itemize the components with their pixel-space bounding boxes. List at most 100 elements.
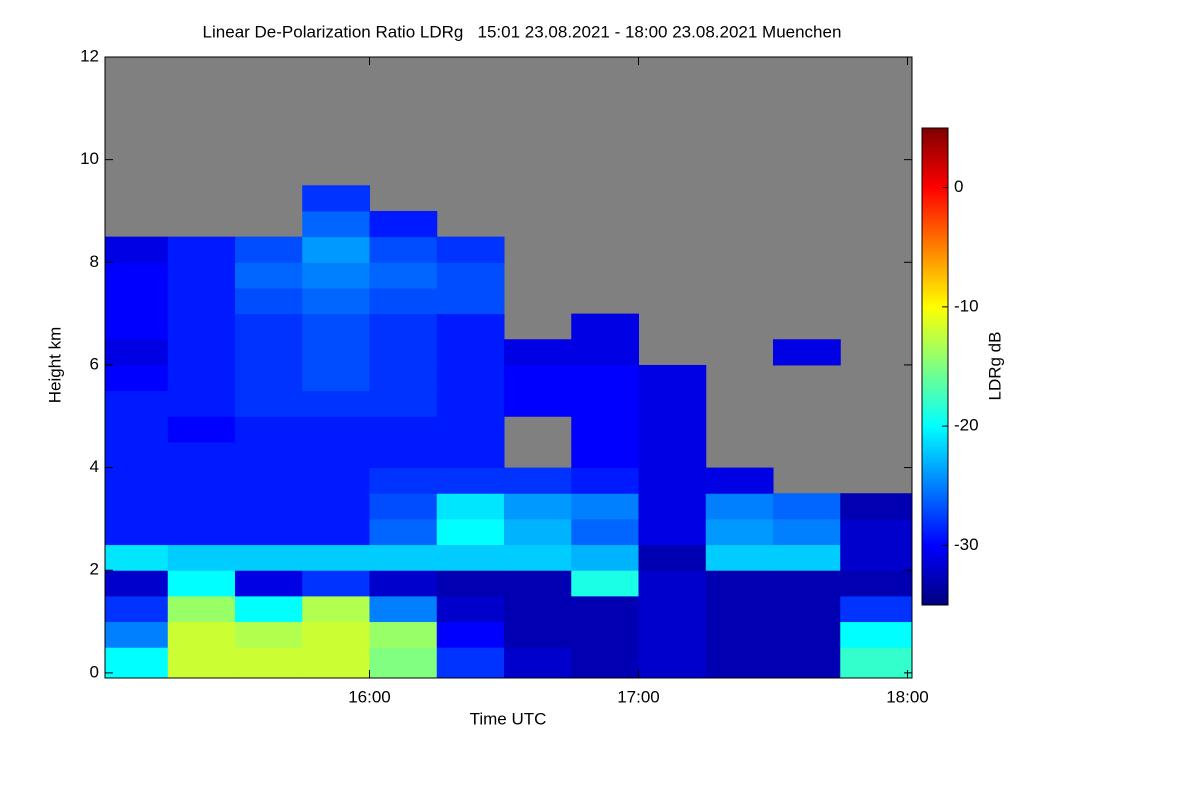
colorbar — [921, 127, 949, 606]
heatmap-cell — [840, 518, 913, 546]
heatmap-cell — [571, 416, 640, 443]
heatmap-cell — [302, 210, 371, 238]
heatmap-cell — [504, 621, 572, 648]
colorbar-label: LDRg dB — [985, 332, 1004, 401]
heatmap-cell — [705, 467, 774, 494]
heatmap-cell — [105, 518, 169, 546]
heatmap-cell — [773, 339, 841, 366]
heatmap-cell — [235, 339, 303, 366]
heatmap-cell — [105, 441, 169, 469]
heatmap-cell — [638, 518, 707, 546]
heatmap-cell — [105, 390, 169, 417]
heatmap-cell — [105, 595, 169, 623]
heatmap-cell — [504, 390, 572, 417]
heatmap-cell — [571, 544, 640, 571]
heatmap-cell — [571, 595, 640, 623]
heatmap-cell — [369, 518, 438, 546]
heatmap-cell — [302, 467, 371, 494]
heatmap-cell — [167, 364, 236, 392]
heatmap-cell — [369, 493, 438, 520]
heatmap-cell — [369, 416, 438, 443]
heatmap-cell — [167, 441, 236, 469]
heatmap-cell — [773, 647, 841, 679]
heatmap-cell — [369, 595, 438, 623]
heatmap-cell — [773, 570, 841, 597]
heatmap-cell — [235, 416, 303, 443]
heatmap-cell — [638, 416, 707, 443]
heatmap-cell — [571, 493, 640, 520]
heatmap-cell — [638, 647, 707, 679]
heatmap-cell — [167, 621, 236, 648]
x-axis-label: Time UTC — [470, 709, 547, 728]
heatmap-cell — [436, 390, 505, 417]
heatmap-cell — [105, 544, 169, 571]
x-tick-label: 17:00 — [617, 687, 660, 706]
heatmap-cell — [705, 647, 774, 679]
heatmap-cell — [369, 570, 438, 597]
colorbar-tick-label: -10 — [954, 296, 979, 315]
heatmap-cell — [504, 570, 572, 597]
heatmap-cell — [369, 262, 438, 289]
heatmap-cell — [436, 493, 505, 520]
heatmap-cell — [705, 518, 774, 546]
heatmap-cell — [436, 544, 505, 571]
heatmap-cell — [369, 287, 438, 315]
heatmap-cell — [302, 185, 371, 212]
y-tick-label: 0 — [90, 662, 99, 681]
heatmap-cell — [235, 621, 303, 648]
heatmap-cell — [302, 595, 371, 623]
heatmap-cell — [302, 621, 371, 648]
heatmap-cell — [167, 544, 236, 571]
y-tick-label: 6 — [90, 354, 99, 373]
heatmap-cell — [302, 544, 371, 571]
heatmap-cell — [436, 647, 505, 679]
heatmap-cell — [705, 621, 774, 648]
heatmap-cell — [105, 416, 169, 443]
y-tick-label: 10 — [80, 149, 99, 168]
heatmap-cell — [705, 544, 774, 571]
heatmap-cell — [638, 467, 707, 494]
heatmap-cell — [167, 287, 236, 315]
heatmap-cell — [235, 518, 303, 546]
heatmap-cell — [302, 339, 371, 366]
heatmap-cell — [235, 493, 303, 520]
plot-frame — [104, 56, 913, 679]
heatmap-cell — [504, 493, 572, 520]
heatmap-cell — [638, 364, 707, 392]
heatmap-cell — [369, 390, 438, 417]
heatmap-cell — [571, 570, 640, 597]
heatmap-cell — [105, 493, 169, 520]
heatmap-cell — [504, 647, 572, 679]
heatmap-cell — [504, 544, 572, 571]
heatmap-cell — [369, 313, 438, 340]
heatmap-cell — [638, 441, 707, 469]
heatmap-cell — [105, 236, 169, 263]
heatmap-cell — [436, 518, 505, 546]
heatmap-cell — [705, 595, 774, 623]
heatmap-cell — [167, 595, 236, 623]
heatmap-cell — [705, 570, 774, 597]
heatmap-cell — [167, 493, 236, 520]
heatmap-cell — [235, 236, 303, 263]
heatmap-cell — [436, 287, 505, 315]
heatmap-cell — [235, 364, 303, 392]
heatmap-cell — [302, 441, 371, 469]
heatmap-cell — [504, 518, 572, 546]
heatmap-cell — [302, 287, 371, 315]
heatmap-cell — [638, 595, 707, 623]
heatmap-cell — [436, 595, 505, 623]
heatmap-cell — [840, 570, 913, 597]
heatmap-cell — [840, 493, 913, 520]
heatmap-cell — [167, 390, 236, 417]
heatmap-cell — [571, 313, 640, 340]
heatmap-cell — [436, 262, 505, 289]
heatmap-cell — [436, 570, 505, 597]
heatmap-cell — [571, 621, 640, 648]
y-tick-label: 8 — [90, 252, 99, 271]
heatmap-cell — [369, 467, 438, 494]
heatmap-cell — [302, 313, 371, 340]
heatmap-cell — [167, 339, 236, 366]
heatmap-cell — [773, 544, 841, 571]
heatmap-cell — [504, 467, 572, 494]
